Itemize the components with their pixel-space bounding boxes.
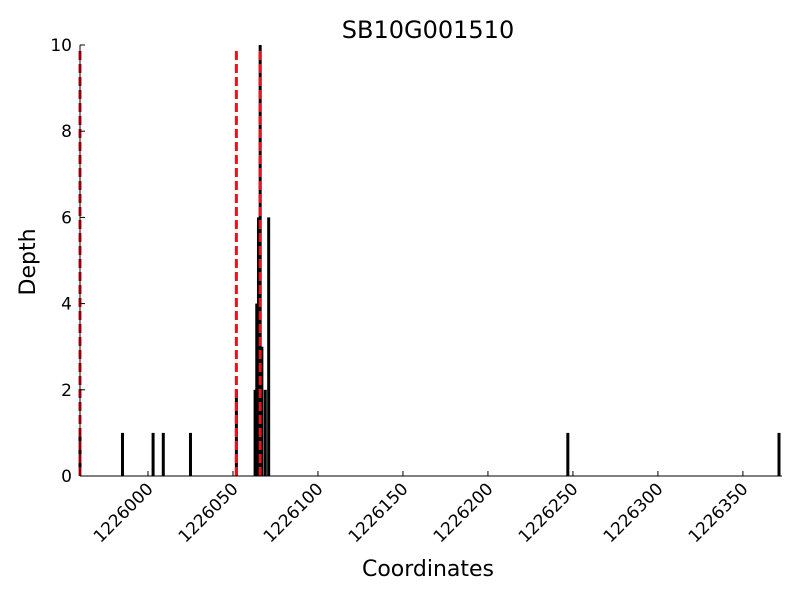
- depth-bar: [256, 217, 260, 476]
- depth-bar: [188, 432, 192, 476]
- depth-bar: [566, 432, 570, 476]
- x-tick-label: 1226300: [600, 479, 668, 547]
- depth-bar: [260, 346, 264, 476]
- depth-bar: [253, 389, 257, 476]
- chart-title: SB10G001510: [342, 16, 514, 44]
- depth-bar: [263, 389, 267, 476]
- x-axis-label: Coordinates: [362, 557, 494, 582]
- y-tick-label: 10: [50, 36, 72, 56]
- markers-layer: [78, 51, 262, 476]
- depth-bar: [161, 432, 165, 476]
- y-tick-label: 6: [61, 208, 72, 228]
- x-tick-label: 1226050: [175, 479, 243, 547]
- bars-layer: [78, 45, 781, 476]
- depth-bar: [267, 217, 271, 476]
- y-tick-label: 2: [61, 381, 72, 401]
- x-tick-label: 1226250: [515, 479, 583, 547]
- y-tick-label: 8: [61, 122, 72, 142]
- x-tick-label: 1226100: [260, 479, 328, 547]
- x-tick-label: 1226200: [430, 479, 498, 547]
- y-tick-label: 0: [61, 467, 72, 487]
- depth-bar: [151, 432, 155, 476]
- depth-bar: [255, 303, 259, 476]
- depth-bar: [120, 432, 124, 476]
- y-tick-label: 4: [61, 295, 72, 315]
- x-tick-label: 1226150: [345, 479, 413, 547]
- depth-bar: [777, 432, 781, 476]
- x-tick-label: 1226000: [90, 479, 158, 547]
- y-axis-label: Depth: [16, 228, 41, 295]
- x-tick-label: 1226350: [685, 479, 753, 547]
